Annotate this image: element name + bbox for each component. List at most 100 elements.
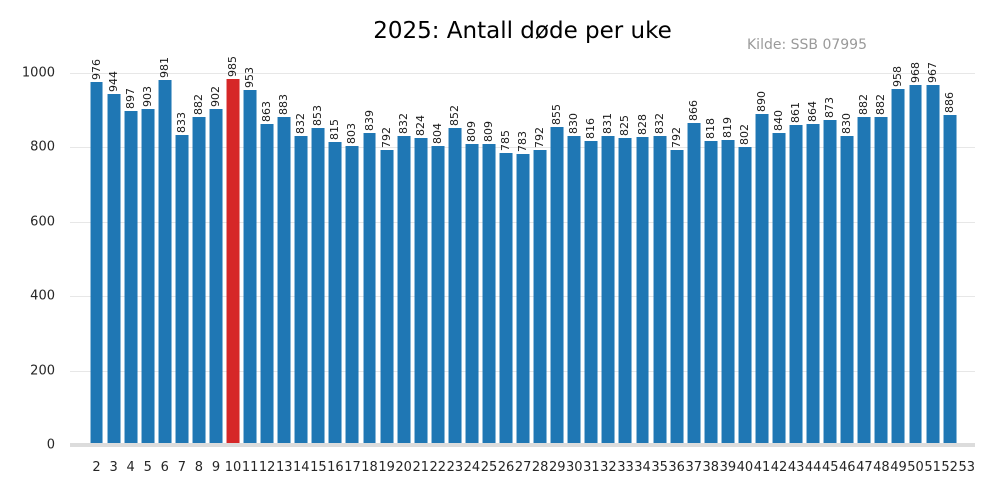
- bar-slot: 825 33: [617, 73, 634, 475]
- bar: [601, 135, 615, 445]
- bar-value-label: 981: [157, 57, 171, 79]
- bar-value-label: 825: [618, 115, 632, 137]
- bar: [874, 116, 888, 445]
- x-tick-label: 27: [514, 460, 532, 475]
- bar: [670, 150, 684, 445]
- bar-value-label: 853: [311, 104, 325, 126]
- bar: [823, 120, 837, 445]
- bar: [192, 116, 206, 445]
- bar-slot: 809 24: [463, 73, 481, 475]
- bar: [533, 150, 547, 445]
- chart-title: 2025: Antall døde per uke: [373, 18, 672, 44]
- bar: [158, 80, 172, 445]
- x-tick-label: 23: [446, 460, 464, 475]
- bar-slot: 792 19: [378, 73, 395, 475]
- x-tick-label: 18: [361, 460, 378, 475]
- bar-slot: 981 6: [156, 57, 173, 475]
- x-tick-label: 47: [856, 460, 873, 475]
- bar-slot: 967 51: [924, 62, 941, 475]
- bar-slot: 830 46: [839, 73, 856, 475]
- bar-slot: 803 17: [344, 73, 361, 475]
- bar: [721, 140, 735, 445]
- x-tick-label: 49: [890, 460, 907, 475]
- bar: [738, 146, 752, 445]
- bar-slot: 53: [958, 73, 975, 475]
- bar-slot: 873 45: [822, 73, 839, 475]
- x-tick-label: 43: [787, 460, 805, 475]
- x-tick-label: 48: [873, 460, 890, 475]
- bar: [465, 144, 479, 445]
- bar-value-label: 886: [942, 92, 956, 114]
- bar: [755, 113, 769, 445]
- bar-slot: 863 12: [259, 73, 276, 475]
- x-tick-label: 40: [736, 460, 754, 475]
- bar-value-label: 832: [396, 112, 410, 134]
- bar: [840, 136, 854, 445]
- bar-value-label: 861: [789, 101, 803, 123]
- bar-slot: 816 31: [583, 73, 600, 475]
- bar: [209, 109, 223, 445]
- bar: [448, 128, 462, 445]
- bar: [345, 146, 359, 445]
- x-axis-baseline: [70, 443, 975, 447]
- bar: [363, 132, 377, 445]
- bar-value-label: 985: [225, 55, 239, 77]
- bar-value-label: 863: [260, 100, 274, 122]
- bar: [567, 136, 581, 445]
- bar: [277, 116, 291, 445]
- x-tick-label: 46: [839, 460, 856, 475]
- bar: [380, 150, 394, 445]
- gridline: [70, 73, 975, 74]
- bar-value-label: 792: [379, 127, 393, 149]
- bar: [618, 138, 632, 445]
- bar-slot: 853 15: [310, 73, 327, 475]
- bar: [584, 141, 598, 445]
- bar-value-label: 792: [669, 127, 683, 149]
- bar-value-label: 903: [140, 86, 154, 108]
- bar-value-label: 944: [106, 70, 120, 92]
- bar-slot: 976 2: [88, 59, 105, 475]
- bar-slot: 832 20: [395, 73, 412, 476]
- bar-value-label: 783: [516, 130, 530, 152]
- bar-value-label: 855: [550, 103, 564, 125]
- bar: [704, 140, 718, 445]
- x-tick-label: 33: [617, 460, 634, 475]
- bar: [926, 85, 940, 445]
- x-tick-label: 44: [804, 460, 822, 475]
- bar: [653, 135, 667, 445]
- bar-slot: 985 10: [225, 56, 242, 475]
- bar: [397, 135, 411, 445]
- bar-value-label: 873: [823, 97, 837, 119]
- bar-slot: 832 35: [651, 73, 668, 476]
- bar-slot: 802 40: [736, 73, 754, 475]
- bar-value-label: 832: [294, 112, 308, 134]
- x-tick-label: 34: [634, 460, 651, 475]
- x-tick-label: 13: [275, 460, 293, 475]
- x-tick-label: 24: [463, 460, 481, 475]
- bar-value-label: 840: [771, 109, 785, 131]
- bar: [550, 126, 564, 445]
- bar: [909, 84, 923, 445]
- bar-value-label: 830: [567, 113, 581, 135]
- x-tick-label: 15: [310, 460, 327, 475]
- bar-value-label: 785: [498, 129, 512, 151]
- bar-value-label: 890: [754, 90, 768, 112]
- bar-value-label: 953: [243, 67, 257, 89]
- x-tick-label: 30: [566, 460, 583, 475]
- bar-slot: 828 34: [634, 73, 651, 475]
- y-tick-label: 400: [30, 288, 55, 304]
- bar: [687, 122, 701, 445]
- bar: [311, 127, 325, 445]
- x-tick-label: 32: [600, 460, 617, 475]
- bar-slot: 839 18: [361, 73, 378, 475]
- bar: [294, 135, 308, 445]
- bar-value-label: 882: [874, 93, 888, 115]
- bar-value-label: 819: [720, 117, 734, 139]
- bar-slot: 890 41: [753, 73, 771, 475]
- bar-value-label: 902: [208, 86, 222, 108]
- x-tick-label: 14: [293, 460, 310, 475]
- bar: [414, 138, 428, 445]
- bar: [806, 123, 820, 445]
- bar-value-label: 958: [891, 65, 905, 87]
